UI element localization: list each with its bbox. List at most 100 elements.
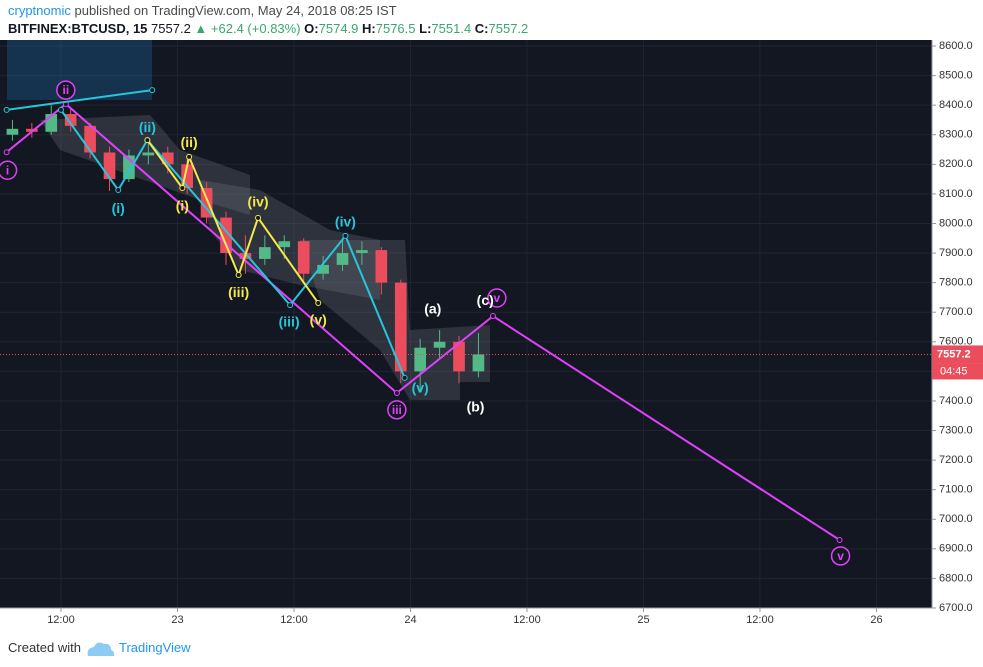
wave-label: (iii) bbox=[228, 284, 249, 300]
y-tick-label: 7800.0 bbox=[939, 277, 973, 289]
candle-body bbox=[394, 282, 407, 372]
ohlc-label: L: bbox=[419, 21, 432, 36]
ohlc-value: 7551.4 bbox=[431, 21, 472, 36]
wave-label: (i) bbox=[176, 198, 189, 214]
label-circle bbox=[56, 80, 76, 100]
x-tick-label: 12:00 bbox=[280, 614, 308, 626]
y-tick-label: 7100.0 bbox=[939, 484, 973, 496]
wave-vertex bbox=[489, 313, 496, 320]
wave-vertex bbox=[3, 106, 10, 113]
wave-label: (i) bbox=[112, 200, 125, 216]
wave-vertex bbox=[3, 149, 10, 156]
wave-vertex bbox=[115, 187, 122, 194]
x-tick-label: 12:00 bbox=[513, 614, 541, 626]
label-circle bbox=[487, 288, 507, 308]
y-tick-label: 6900.0 bbox=[939, 543, 973, 555]
y-tick-label: 7900.0 bbox=[939, 247, 973, 259]
candle-body bbox=[181, 164, 194, 188]
candle-body bbox=[84, 125, 96, 153]
wave-vertex bbox=[179, 184, 186, 191]
x-tick-label: 25 bbox=[637, 614, 649, 626]
x-tick-label: 26 bbox=[870, 614, 882, 626]
y-tick-label: 8300.0 bbox=[939, 129, 973, 141]
candle-body bbox=[142, 152, 155, 156]
wave-label: (v) bbox=[412, 380, 429, 396]
candle-body bbox=[103, 152, 116, 180]
highlight-box bbox=[7, 40, 152, 100]
y-tick-label: 8000.0 bbox=[939, 217, 973, 229]
wave-vertex bbox=[57, 106, 64, 113]
candle-body bbox=[414, 347, 427, 372]
marks: iiiiiivv(i)(ii)(iii)(iv)(v)(i)(ii)(iii)(… bbox=[0, 80, 932, 566]
y-tick-label: 7300.0 bbox=[939, 424, 973, 436]
wave-label: (a) bbox=[424, 301, 441, 317]
y-tick-label: 8500.0 bbox=[939, 69, 973, 81]
y-tick-label: 7200.0 bbox=[939, 454, 973, 466]
symbol: BITFINEX:BTCUSD, 15 bbox=[8, 21, 148, 36]
candle-body bbox=[123, 155, 135, 180]
wave-vertex bbox=[144, 137, 151, 144]
candle-body bbox=[278, 241, 291, 248]
label-circle bbox=[387, 400, 407, 420]
y-tick-label: 7000.0 bbox=[939, 513, 973, 525]
candle-body bbox=[64, 114, 77, 126]
label-circle bbox=[830, 546, 851, 566]
last-price-tag bbox=[932, 345, 983, 364]
wave-label: (c) bbox=[477, 292, 494, 308]
author: cryptnomic bbox=[8, 3, 71, 18]
wave-vertex bbox=[287, 302, 294, 309]
logo-cloud bbox=[87, 642, 115, 656]
candle-body bbox=[317, 264, 329, 274]
wave-vertex bbox=[401, 374, 408, 381]
y-tick-label: 7700.0 bbox=[939, 306, 973, 318]
axes: 6700.0 6800.0 6900.0 7000.0 7100.0 7200.0 7300… bbox=[47, 40, 983, 626]
y-tick-label: 8100.0 bbox=[939, 188, 973, 200]
header: cryptnomic published on TradingView.com,… bbox=[8, 2, 968, 38]
y-tick-label: 7400.0 bbox=[939, 395, 973, 407]
header-line-1: cryptnomic published on TradingView.com,… bbox=[8, 2, 968, 20]
label-circle bbox=[0, 160, 18, 180]
candle-body bbox=[6, 128, 19, 135]
change: +62.4 (+0.83%) bbox=[210, 21, 301, 36]
wave-label: (ii) bbox=[181, 134, 198, 150]
wave-vertex bbox=[342, 232, 349, 239]
wave-vertex bbox=[393, 389, 400, 396]
price-axis bbox=[932, 40, 983, 630]
candle-body bbox=[259, 247, 271, 259]
wave-line bbox=[146, 139, 320, 304]
candle-body bbox=[356, 250, 368, 254]
header-line-2: BITFINEX:BTCUSD, 15 7557.2 ▲ +62.4 (+0.8… bbox=[8, 20, 968, 38]
candle-body bbox=[336, 253, 349, 265]
ohlc-value: 7576.5 bbox=[375, 21, 416, 36]
wave-label: v bbox=[837, 549, 844, 563]
x-tick-label: 12:00 bbox=[746, 614, 774, 626]
candle-body bbox=[161, 152, 174, 165]
y-tick-label: 8600.0 bbox=[939, 40, 973, 52]
candle-body bbox=[200, 187, 213, 218]
candle-body bbox=[45, 114, 58, 132]
wave-label: i bbox=[6, 163, 9, 177]
y-tick-label: 6800.0 bbox=[939, 572, 973, 584]
ohlc-label: H: bbox=[362, 21, 376, 36]
wave-label: (iv) bbox=[248, 194, 269, 210]
candle-body bbox=[297, 241, 310, 274]
footer: Created with TradingView bbox=[8, 640, 191, 655]
wave-label: ii bbox=[62, 83, 69, 97]
wave-vertex bbox=[255, 214, 262, 221]
ohlc-value: 7574.9 bbox=[318, 21, 359, 36]
wave-line bbox=[6, 89, 153, 111]
brand: TradingView bbox=[118, 640, 191, 655]
x-tick-label: 12:00 bbox=[47, 614, 75, 626]
wave-line bbox=[60, 109, 406, 379]
candle-body bbox=[453, 341, 465, 372]
time-axis bbox=[0, 608, 932, 630]
countdown-tag bbox=[932, 363, 983, 380]
wave-vertex bbox=[235, 271, 242, 278]
footer-text: Created with bbox=[8, 640, 81, 655]
candle-body bbox=[375, 250, 388, 283]
wave-label: v bbox=[494, 291, 501, 305]
x-tick-label: 23 bbox=[171, 614, 183, 626]
ohlc: O:7574.9 H:7576.5 L:7551.4 C:7557.2 bbox=[304, 21, 528, 36]
